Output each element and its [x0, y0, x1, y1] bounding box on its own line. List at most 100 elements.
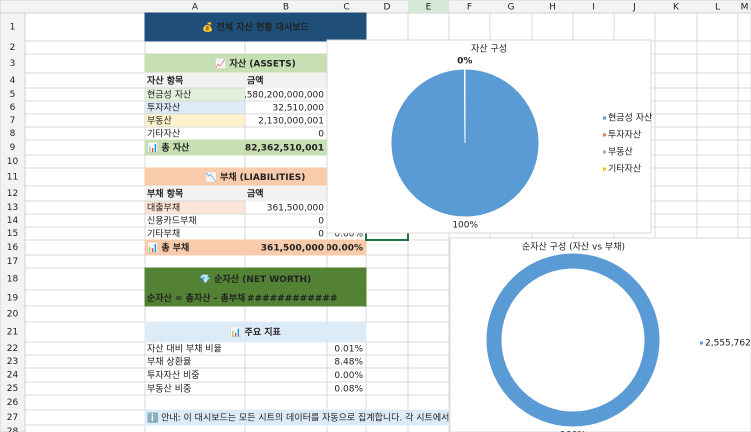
row-header: 21	[7, 328, 18, 338]
cell-fill	[144, 113, 246, 128]
cell-text: 대출부채	[147, 203, 180, 214]
column-header: H	[549, 3, 556, 13]
cell-text: 361,500,000	[267, 204, 325, 214]
row-header: 20	[7, 310, 19, 320]
cell-fill	[144, 321, 367, 343]
cell-text: 📊 주요 지표	[230, 326, 281, 338]
cell-text: 8.48%	[334, 358, 363, 368]
row-header: 15	[7, 229, 18, 239]
cell-text: 부채 상환율	[147, 356, 191, 368]
row-header: 26	[7, 398, 19, 408]
legend-swatch	[603, 116, 606, 120]
row-header: 9	[10, 143, 16, 153]
cell-text: 💰 전체 자산 현황 대시보드	[202, 21, 309, 33]
cell-text: 순자산 = 총자산 - 총부채	[147, 292, 245, 304]
selected-column-header	[408, 0, 449, 13]
cell-text: 자산 대비 부채 비율	[147, 344, 222, 355]
cell-text: 부채 항목	[147, 188, 183, 200]
legend-label: 부동산	[608, 147, 633, 158]
legend-label: 투자자산	[608, 130, 641, 141]
cell-fill	[144, 12, 367, 42]
cell-text: 361,500,000	[261, 244, 324, 254]
legend-swatch	[700, 341, 703, 345]
cell-fill	[244, 289, 367, 307]
row-header: 17	[7, 257, 18, 267]
row-header: 13	[7, 203, 18, 213]
row-header: 25	[7, 384, 18, 394]
cell-text: 현금성 자산	[147, 90, 191, 101]
row-header: 11	[7, 173, 18, 183]
row-header: 24	[7, 371, 19, 381]
cell-text: 기타부채	[147, 229, 180, 240]
cell-text: 금액	[247, 188, 264, 200]
cell-text: 📊 총 부채	[147, 242, 189, 254]
cell-fill	[326, 239, 367, 256]
row-header: 1	[10, 23, 16, 33]
data-label: 100%	[560, 431, 586, 432]
row-header: 23	[7, 357, 18, 367]
legend-label: 기타자산	[608, 164, 641, 175]
legend-label: 2,555,762,510,0	[705, 339, 751, 349]
cell-text: 2,580,200,000,000	[238, 91, 324, 101]
column-header: F	[467, 3, 472, 13]
row-header: 27	[7, 413, 18, 423]
cell-text: 2,130,000,001	[258, 117, 324, 127]
cell-text: 신용카드부채	[147, 216, 197, 227]
legend-swatch	[603, 150, 606, 154]
row-header: 14	[7, 216, 19, 226]
row-header: 2	[10, 43, 16, 53]
cell-text: 투자자산	[147, 103, 180, 114]
column-header-bar	[0, 0, 751, 14]
chart-title: 순자산 구성 (자산 vs 부채)	[522, 242, 625, 253]
slice	[485, 252, 661, 428]
cell-text: 📉 부채 (LIABILITIES)	[206, 171, 306, 183]
legend-swatch	[603, 133, 606, 137]
legend-label: 현금성 자산	[608, 113, 652, 124]
cell-text: ############	[247, 294, 338, 304]
column-header: M	[741, 3, 749, 13]
row-header-bar	[0, 12, 26, 432]
column-header: E	[426, 3, 432, 13]
data-label: 0%	[457, 57, 472, 67]
data-label: 100%	[452, 220, 478, 230]
column-header: C	[343, 3, 349, 13]
legend-swatch	[603, 167, 606, 171]
row-header: 10	[7, 157, 19, 167]
row-header: 19	[7, 294, 19, 304]
cell-text: 2,582,362,510,001	[229, 144, 324, 154]
cell-text: 32,510,000	[272, 104, 324, 114]
column-header: I	[592, 3, 595, 13]
cell-text: 0.08%	[334, 385, 363, 395]
row-header: 12	[7, 189, 18, 199]
cell-text: 0	[318, 217, 324, 227]
cell-text: 📊 총 자산	[147, 142, 190, 154]
column-header: J	[632, 3, 636, 13]
row-header: 3	[10, 59, 16, 69]
cell-fill	[144, 200, 246, 215]
cell-text: 기타자산	[147, 129, 180, 140]
cell-text: 금액	[247, 75, 264, 87]
column-header: B	[283, 3, 289, 13]
cell-text: 💎 순자산 (NET WORTH)	[200, 273, 311, 285]
cell-text: 📈 자산 (ASSETS)	[215, 58, 296, 70]
row-header: 6	[10, 103, 16, 113]
cell-text: 0.00%	[334, 230, 363, 240]
row-header: 16	[7, 243, 19, 253]
row-header: 28	[7, 427, 19, 432]
row-header: 4	[10, 76, 16, 86]
row-header: 22	[7, 344, 18, 354]
row-header: 5	[10, 90, 16, 100]
row-header: 7	[10, 116, 16, 126]
column-header: D	[384, 3, 391, 13]
row-header: 18	[7, 275, 19, 285]
chart-title: 자산 구성	[471, 44, 507, 55]
cell-text: 100.00%	[319, 244, 363, 254]
cell-text: ℹ️ 안내: 이 대시보드는 모든 시트의 데이터를 자동으로 집계합니다. 각…	[147, 412, 550, 424]
cell-text: 0	[318, 130, 324, 140]
cell-text: 부동산	[147, 116, 172, 127]
column-header: L	[715, 3, 720, 13]
column-header: K	[673, 3, 680, 13]
row-header: 8	[10, 129, 16, 139]
